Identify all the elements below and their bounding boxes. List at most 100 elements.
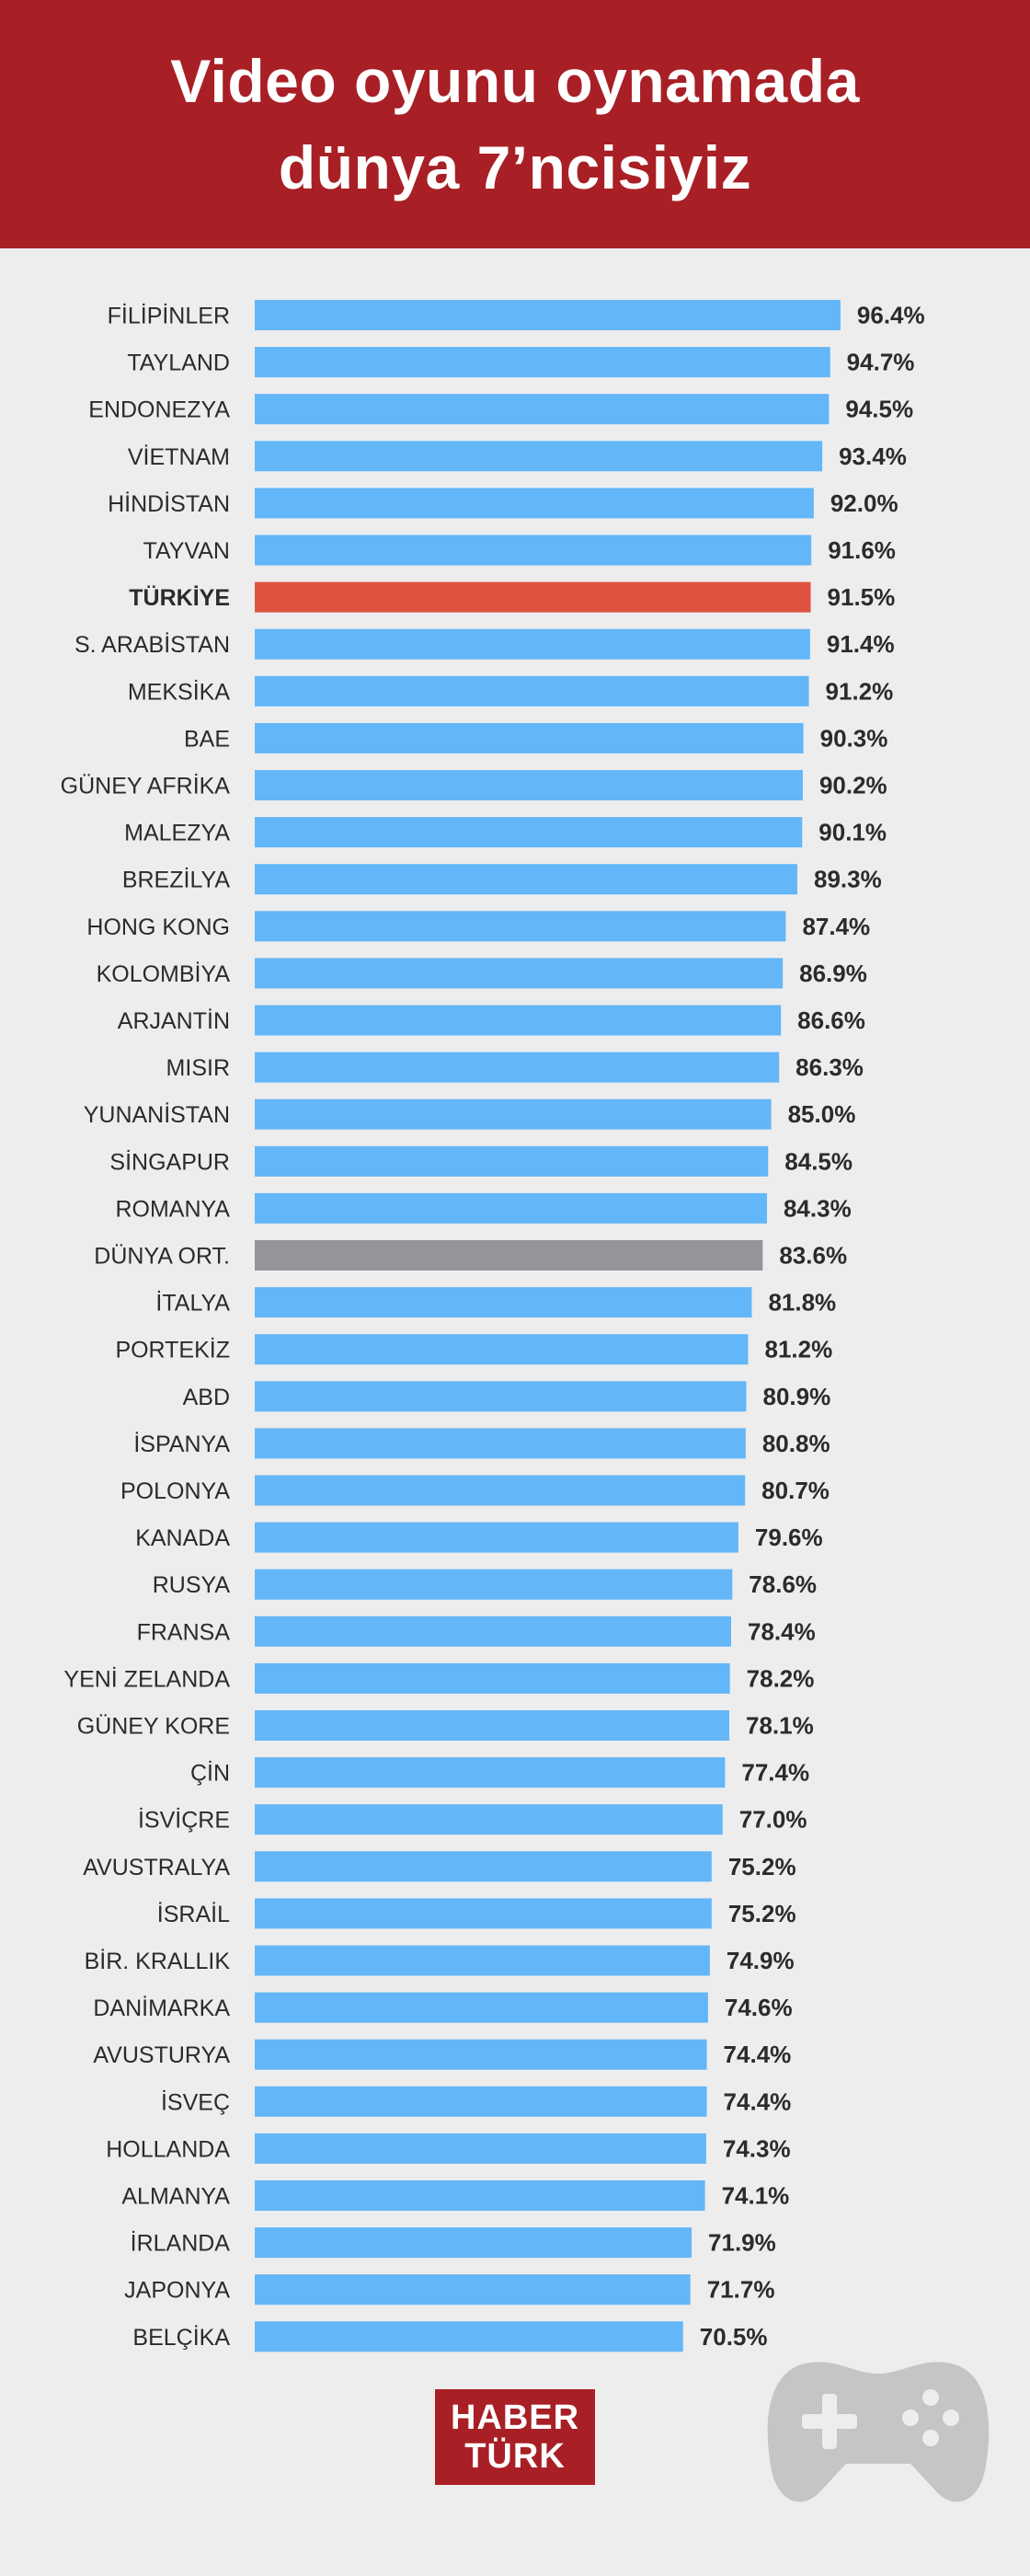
bar-38: [255, 2086, 707, 2117]
bar-9: [255, 722, 804, 753]
value-label-38: 74.4%: [724, 2087, 792, 2115]
bar-2: [255, 394, 830, 425]
bar-26: [255, 1522, 738, 1553]
bar-7: [255, 628, 810, 660]
value-label-39: 74.3%: [723, 2134, 791, 2162]
bar-22: [255, 1334, 749, 1365]
value-label-31: 77.4%: [741, 1759, 809, 1787]
category-label-17: YUNANİSTAN: [84, 1101, 230, 1128]
bar-43: [255, 2321, 683, 2352]
value-label-17: 85.0%: [788, 1100, 856, 1128]
category-label-26: KANADA: [135, 1525, 230, 1551]
bar-35: [255, 1945, 710, 1976]
bar-15: [255, 1005, 782, 1036]
category-label-42: JAPONYA: [124, 2278, 230, 2304]
value-label-32: 77.0%: [739, 1806, 807, 1834]
bar-12: [255, 864, 798, 895]
category-label-5: TAYVAN: [143, 538, 230, 564]
value-label-23: 80.9%: [763, 1383, 831, 1410]
bar-6: [255, 581, 811, 613]
value-label-35: 74.9%: [727, 1947, 795, 1974]
category-label-18: SİNGAPUR: [109, 1148, 230, 1175]
logo-line-1: HABER: [450, 2398, 580, 2437]
category-label-25: POLONYA: [120, 1478, 230, 1504]
value-label-30: 78.1%: [746, 1712, 814, 1740]
bar-18: [255, 1145, 769, 1177]
bar-30: [255, 1710, 730, 1741]
value-label-4: 92.0%: [830, 489, 898, 517]
value-label-6: 91.5%: [828, 583, 896, 611]
bar-24: [255, 1428, 746, 1459]
category-label-0: FİLİPİNLER: [108, 303, 230, 329]
category-label-36: DANİMARKA: [93, 1995, 230, 2021]
category-label-11: MALEZYA: [124, 821, 230, 846]
value-label-41: 71.9%: [708, 2229, 776, 2257]
value-label-26: 79.6%: [755, 1524, 823, 1551]
bar-39: [255, 2133, 706, 2164]
value-label-12: 89.3%: [814, 866, 882, 893]
bar-11: [255, 817, 803, 848]
bar-17: [255, 1098, 772, 1130]
value-label-40: 74.1%: [722, 2182, 790, 2210]
value-label-22: 81.2%: [764, 1336, 832, 1363]
category-label-28: FRANSA: [137, 1619, 231, 1645]
bar-29: [255, 1662, 730, 1694]
bar-10: [255, 770, 803, 800]
value-label-13: 87.4%: [802, 913, 870, 940]
value-label-5: 91.6%: [828, 536, 896, 564]
bar-33: [255, 1851, 712, 1882]
category-label-19: ROMANYA: [115, 1196, 230, 1222]
bar-32: [255, 1804, 723, 1835]
bar-37: [255, 2039, 707, 2070]
bar-4: [255, 488, 814, 519]
value-label-2: 94.5%: [845, 396, 913, 423]
value-label-33: 75.2%: [728, 1853, 796, 1880]
category-label-7: S. ARABİSTAN: [74, 631, 230, 658]
category-label-14: KOLOMBİYA: [97, 960, 231, 987]
value-label-16: 86.3%: [795, 1053, 864, 1081]
category-label-34: İSRAİL: [157, 1901, 230, 1927]
value-label-19: 84.3%: [784, 1194, 852, 1222]
value-label-8: 91.2%: [826, 677, 894, 705]
category-label-22: PORTEKİZ: [115, 1337, 230, 1363]
value-label-42: 71.7%: [707, 2276, 775, 2304]
bar-36: [255, 1992, 708, 2023]
bar-19: [255, 1192, 767, 1224]
value-label-10: 90.2%: [819, 772, 887, 799]
category-label-33: AVUSTRALYA: [83, 1855, 230, 1880]
category-label-27: RUSYA: [153, 1572, 231, 1598]
category-label-41: İRLANDA: [131, 2230, 231, 2257]
bar-chart: FİLİPİNLER 96.4% TAYLAND 94.7% ENDONEZYA 94.5…: [61, 300, 925, 2352]
category-label-20: DÜNYA ORT.: [94, 1244, 230, 1270]
page-title-line-1: Video oyunu oynamada: [170, 47, 860, 115]
value-label-25: 80.7%: [761, 1477, 830, 1504]
bar-0: [255, 300, 841, 330]
category-label-35: BİR. KRALLIK: [85, 1948, 231, 1974]
category-label-6: TÜRKİYE: [129, 584, 230, 611]
value-label-7: 91.4%: [827, 630, 895, 658]
category-label-31: ÇİN: [190, 1760, 230, 1787]
value-label-11: 90.1%: [818, 819, 887, 846]
haberturk-logo: HABER TÜRK: [435, 2389, 595, 2485]
category-label-16: MISIR: [166, 1055, 230, 1081]
category-label-1: TAYLAND: [127, 351, 230, 376]
value-label-21: 81.8%: [768, 1289, 836, 1317]
value-label-43: 70.5%: [700, 2323, 768, 2351]
category-label-21: İTALYA: [155, 1290, 230, 1317]
bar-1: [255, 347, 830, 378]
bar-5: [255, 535, 812, 566]
bar-31: [255, 1757, 726, 1788]
header-banner: Video oyunu oynamada dünya 7’ncisiyiz: [0, 0, 1030, 248]
value-label-1: 94.7%: [847, 349, 915, 376]
value-label-24: 80.8%: [762, 1430, 830, 1457]
bar-27: [255, 1569, 733, 1600]
value-label-28: 78.4%: [748, 1617, 816, 1645]
value-label-34: 75.2%: [728, 1900, 796, 1927]
category-label-10: GÜNEY AFRİKA: [61, 773, 231, 799]
bar-40: [255, 2180, 705, 2211]
bar-23: [255, 1381, 747, 1412]
category-label-38: İSVEÇ: [161, 2088, 230, 2115]
category-label-37: AVUSTURYA: [93, 2042, 230, 2068]
value-label-37: 74.4%: [724, 2041, 792, 2068]
bar-14: [255, 958, 784, 989]
